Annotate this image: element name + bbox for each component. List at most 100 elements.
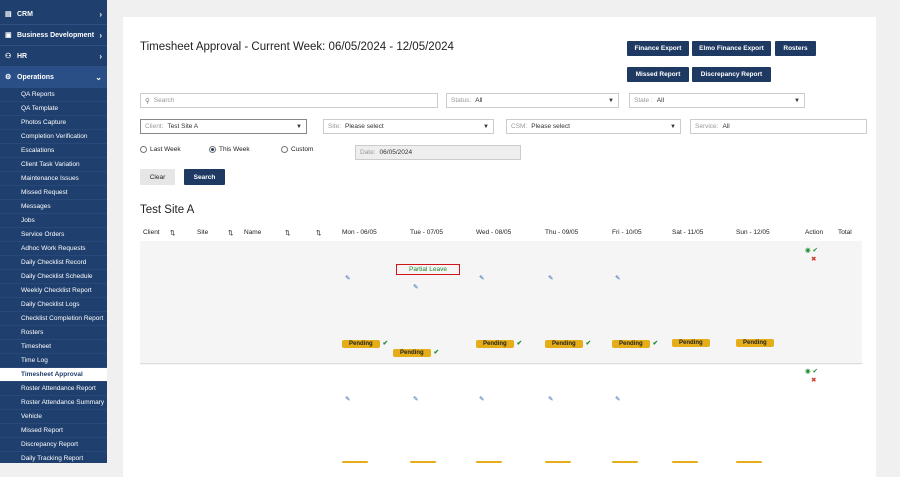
status-pending[interactable] [612,458,638,465]
approve-check-icon[interactable]: ✔ [652,340,659,347]
edit-pencil-icon[interactable]: ✎ [548,396,554,403]
approve-check-icon[interactable]: ✔ [810,247,818,254]
state-select[interactable]: State : All ▼ [629,93,805,108]
sidebar-subitem-qa-template[interactable]: QA Template [0,102,107,116]
sidebar-item-label: Business Development [17,31,95,39]
sidebar-item-business-development[interactable]: ▣ Business Development › [0,25,107,46]
reject-x-icon[interactable]: ✖ [811,256,817,263]
sort-icon[interactable]: ⇅ [228,230,234,237]
sidebar-subitem-roster-attendance-report[interactable]: Roster Attendance Report [0,382,107,396]
pending-badge: Pending [393,349,431,357]
edit-pencil-icon[interactable]: ✎ [413,396,419,403]
pending-badge [545,461,571,463]
search-button[interactable]: Search [184,169,225,185]
edit-pencil-icon[interactable]: ✎ [615,275,621,282]
edit-pencil-icon[interactable]: ✎ [345,396,351,403]
sort-icon[interactable]: ⇅ [285,230,291,237]
edit-pencil-icon[interactable]: ✎ [615,396,621,403]
sidebar-subitem-daily-tracking-report[interactable]: Daily Tracking Report [0,452,107,463]
sidebar-subitem-missed-request[interactable]: Missed Request [0,186,107,200]
missed-report-button[interactable]: Missed Report [627,67,689,82]
sidebar-subitem-timesheet[interactable]: Timesheet [0,340,107,354]
sidebar-subitem-daily-checklist-logs[interactable]: Daily Checklist Logs [0,298,107,312]
partial-leave-status[interactable]: Partial Leave [396,264,460,275]
sidebar-subitem-client-task-variation[interactable]: Client Task Variation [0,158,107,172]
radio-custom[interactable]: Custom [281,146,313,153]
approve-check-icon[interactable]: ✔ [433,349,440,356]
rosters-button[interactable]: Rosters [775,41,816,56]
finance-export-button[interactable]: Finance Export [627,41,689,56]
chevron-right-icon: › [99,30,102,40]
column-header-3: Mon - 06/05 [342,229,377,236]
approve-check-icon[interactable]: ✔ [516,340,523,347]
service-select[interactable]: Service: All [690,119,867,134]
briefcase-icon: ▣ [5,32,12,39]
view-eye-icon[interactable]: ◉ [805,368,811,375]
pending-badge: Pending [545,340,583,348]
status-pending[interactable] [410,458,436,465]
sidebar-subitem-roster-attendance-summary[interactable]: Roster Attendance Summary [0,396,107,410]
pending-badge [410,461,436,463]
sidebar-subitem-service-orders[interactable]: Service Orders [0,228,107,242]
sidebar-item-hr[interactable]: ⚇ HR › [0,46,107,67]
date-field[interactable]: Date: 06/05/2024 [355,145,521,160]
reject-x-icon[interactable]: ✖ [811,377,817,384]
actual-status: ✎ [476,395,484,403]
radio-last-week[interactable]: Last Week [140,146,181,153]
sidebar-item-crm[interactable]: ▤ CRM › [0,4,107,25]
status-pending[interactable] [545,458,571,465]
status-pending[interactable]: Pending ✔ [612,339,658,348]
client-select[interactable]: Client: Test Site A ▼ [140,119,307,134]
sidebar-subitem-daily-checklist-record[interactable]: Daily Checklist Record [0,256,107,270]
status-pending[interactable] [736,458,762,465]
status-select[interactable]: Status: All ▼ [446,93,619,108]
discrepancy-report-button[interactable]: Discrepancy Report [692,67,771,82]
status-pending[interactable]: Pending ✔ [393,348,439,357]
status-pending[interactable]: Pending ✔ [545,339,591,348]
sidebar-subitem-messages[interactable]: Messages [0,200,107,214]
csm-select[interactable]: CSM: Please select ▼ [506,119,681,134]
actual-status: ✎ [342,395,350,403]
status-pending[interactable] [476,458,502,465]
status-pending[interactable]: Pending [672,339,710,347]
sidebar-subitem-timesheet-approval[interactable]: Timesheet Approval [0,368,107,382]
status-pending[interactable] [342,458,368,465]
site-select[interactable]: Site: Please select ▼ [323,119,494,134]
search-input[interactable]: ⚲ Search [140,93,438,108]
radio-this-week[interactable]: This Week [209,146,250,153]
edit-pencil-icon[interactable]: ✎ [345,275,351,282]
clear-button[interactable]: Clear [140,169,175,185]
elmo-finance-export-button[interactable]: Elmo Finance Export [692,41,771,56]
sort-icon[interactable]: ⇅ [170,230,176,237]
sort-icon[interactable]: ⇅ [316,230,322,237]
pending-badge [736,461,762,463]
sidebar-subitem-completion-verification[interactable]: Completion Verification [0,130,107,144]
sidebar-subitem-maintenance-issues[interactable]: Maintenance Issues [0,172,107,186]
sidebar-item-operations[interactable]: ⚙ Operations ⌄ [0,67,107,88]
approve-check-icon[interactable]: ✔ [585,340,592,347]
sidebar-subitem-discrepancy-report[interactable]: Discrepancy Report [0,438,107,452]
sidebar-subitem-daily-checklist-schedule[interactable]: Daily Checklist Schedule [0,270,107,284]
edit-pencil-icon[interactable]: ✎ [479,396,485,403]
status-pending[interactable]: Pending ✔ [476,339,522,348]
sidebar-subitem-rosters[interactable]: Rosters [0,326,107,340]
sidebar-subitem-jobs[interactable]: Jobs [0,214,107,228]
view-eye-icon[interactable]: ◉ [805,247,811,254]
sidebar-subitem-qa-reports[interactable]: QA Reports [0,88,107,102]
sidebar-subitem-escalations[interactable]: Escalations [0,144,107,158]
status-pending[interactable] [672,458,698,465]
sidebar-subitem-time-log[interactable]: Time Log [0,354,107,368]
sidebar-subitem-photos-capture[interactable]: Photos Capture [0,116,107,130]
edit-pencil-icon[interactable]: ✎ [413,284,419,291]
sidebar-subitem-checklist-completion-report[interactable]: Checklist Completion Report [0,312,107,326]
approve-check-icon[interactable]: ✔ [810,368,818,375]
status-pending[interactable]: Pending [736,339,774,347]
edit-pencil-icon[interactable]: ✎ [548,275,554,282]
approve-check-icon[interactable]: ✔ [382,340,389,347]
sidebar-subitem-vehicle[interactable]: Vehicle [0,410,107,424]
sidebar-subitem-adhoc-work-requests[interactable]: Adhoc Work Requests [0,242,107,256]
edit-pencil-icon[interactable]: ✎ [479,275,485,282]
status-pending[interactable]: Pending ✔ [342,339,388,348]
sidebar-subitem-missed-report[interactable]: Missed Report [0,424,107,438]
sidebar-subitem-weekly-checklist-report[interactable]: Weekly Checklist Report [0,284,107,298]
